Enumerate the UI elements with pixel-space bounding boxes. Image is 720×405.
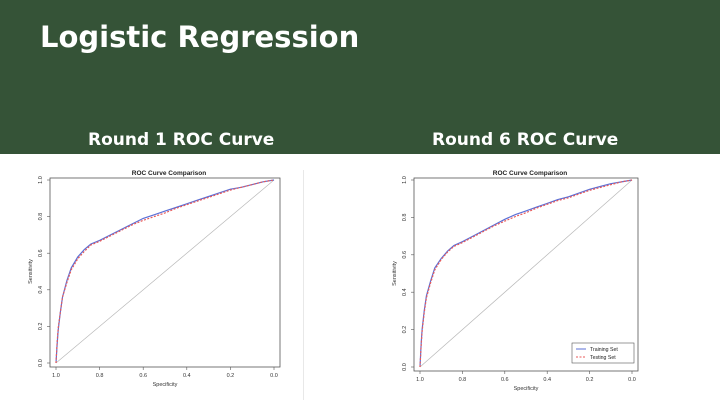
chart-title: ROC Curve Comparison: [132, 170, 206, 177]
x-tick-label: 0.2: [227, 373, 235, 379]
y-tick-label: 0.8: [402, 214, 408, 222]
y-tick-label: 0.0: [402, 363, 408, 371]
y-tick-label: 1.0: [38, 176, 44, 184]
y-tick-label: 0.0: [38, 359, 44, 367]
legend-box: [571, 342, 635, 364]
header-band: [0, 0, 720, 154]
x-tick-label: 1.0: [416, 377, 424, 383]
round6-roc-chart: ROC Curve Comparison 0.0 0.2 0.4 0.6 0.8 1.0 1.…: [376, 158, 666, 398]
slide-title: Logistic Regression: [40, 20, 360, 54]
x-tick-label: 0.4: [183, 373, 191, 379]
round1-heading: Round 1 ROC Curve: [88, 130, 275, 150]
panel-divider: [303, 170, 304, 400]
x-tick-label: 0.0: [270, 373, 278, 379]
y-tick-label: 0.8: [38, 213, 44, 221]
plot-frame: [413, 177, 639, 372]
y-axis-label: Sensitivity: [392, 261, 398, 286]
chart-title: ROC Curve Comparison: [493, 170, 567, 177]
round1-roc-svg: ROC Curve Comparison 0.0 0.2 0.4 0.6 0.8 1.0 1.…: [28, 170, 281, 388]
x-tick-label: 0.8: [96, 373, 104, 379]
reference-diagonal: [55, 179, 275, 364]
y-tick-label: 1.0: [402, 176, 408, 184]
round6-heading: Round 6 ROC Curve: [432, 130, 619, 150]
y-tick-label: 0.2: [38, 323, 44, 331]
x-axis-label: Specificity: [514, 386, 539, 392]
reference-diagonal: [419, 179, 633, 368]
x-tick-label: 0.6: [139, 373, 147, 379]
plot-frame: [49, 177, 281, 368]
legend-label: Training Set: [590, 347, 618, 353]
x-axis-label: Specificity: [153, 382, 178, 388]
round6-roc-svg: ROC Curve Comparison 0.0 0.2 0.4 0.6 0.8 1.0 1.…: [392, 170, 639, 392]
x-tick-label: 0.0: [628, 377, 636, 383]
roc-series-2: [419, 179, 633, 368]
x-tick-label: 0.4: [543, 377, 551, 383]
x-tick-label: 0.8: [459, 377, 467, 383]
x-tick-label: 0.2: [586, 377, 594, 383]
y-tick-label: 0.6: [38, 249, 44, 257]
y-tick-label: 0.6: [402, 251, 408, 259]
round1-roc-chart: ROC Curve Comparison 0.0 0.2 0.4 0.6 0.8 1.0 1.…: [6, 158, 306, 398]
roc-series-2: [55, 179, 275, 364]
legend-label: Testing Set: [590, 355, 616, 361]
y-axis-label: Sensitivity: [28, 259, 34, 284]
roc-series-1: [419, 179, 633, 368]
y-tick-label: 0.2: [402, 326, 408, 334]
x-tick-label: 1.0: [52, 373, 60, 379]
y-tick-label: 0.4: [38, 286, 44, 294]
x-tick-label: 0.6: [501, 377, 509, 383]
y-tick-label: 0.4: [402, 288, 408, 296]
